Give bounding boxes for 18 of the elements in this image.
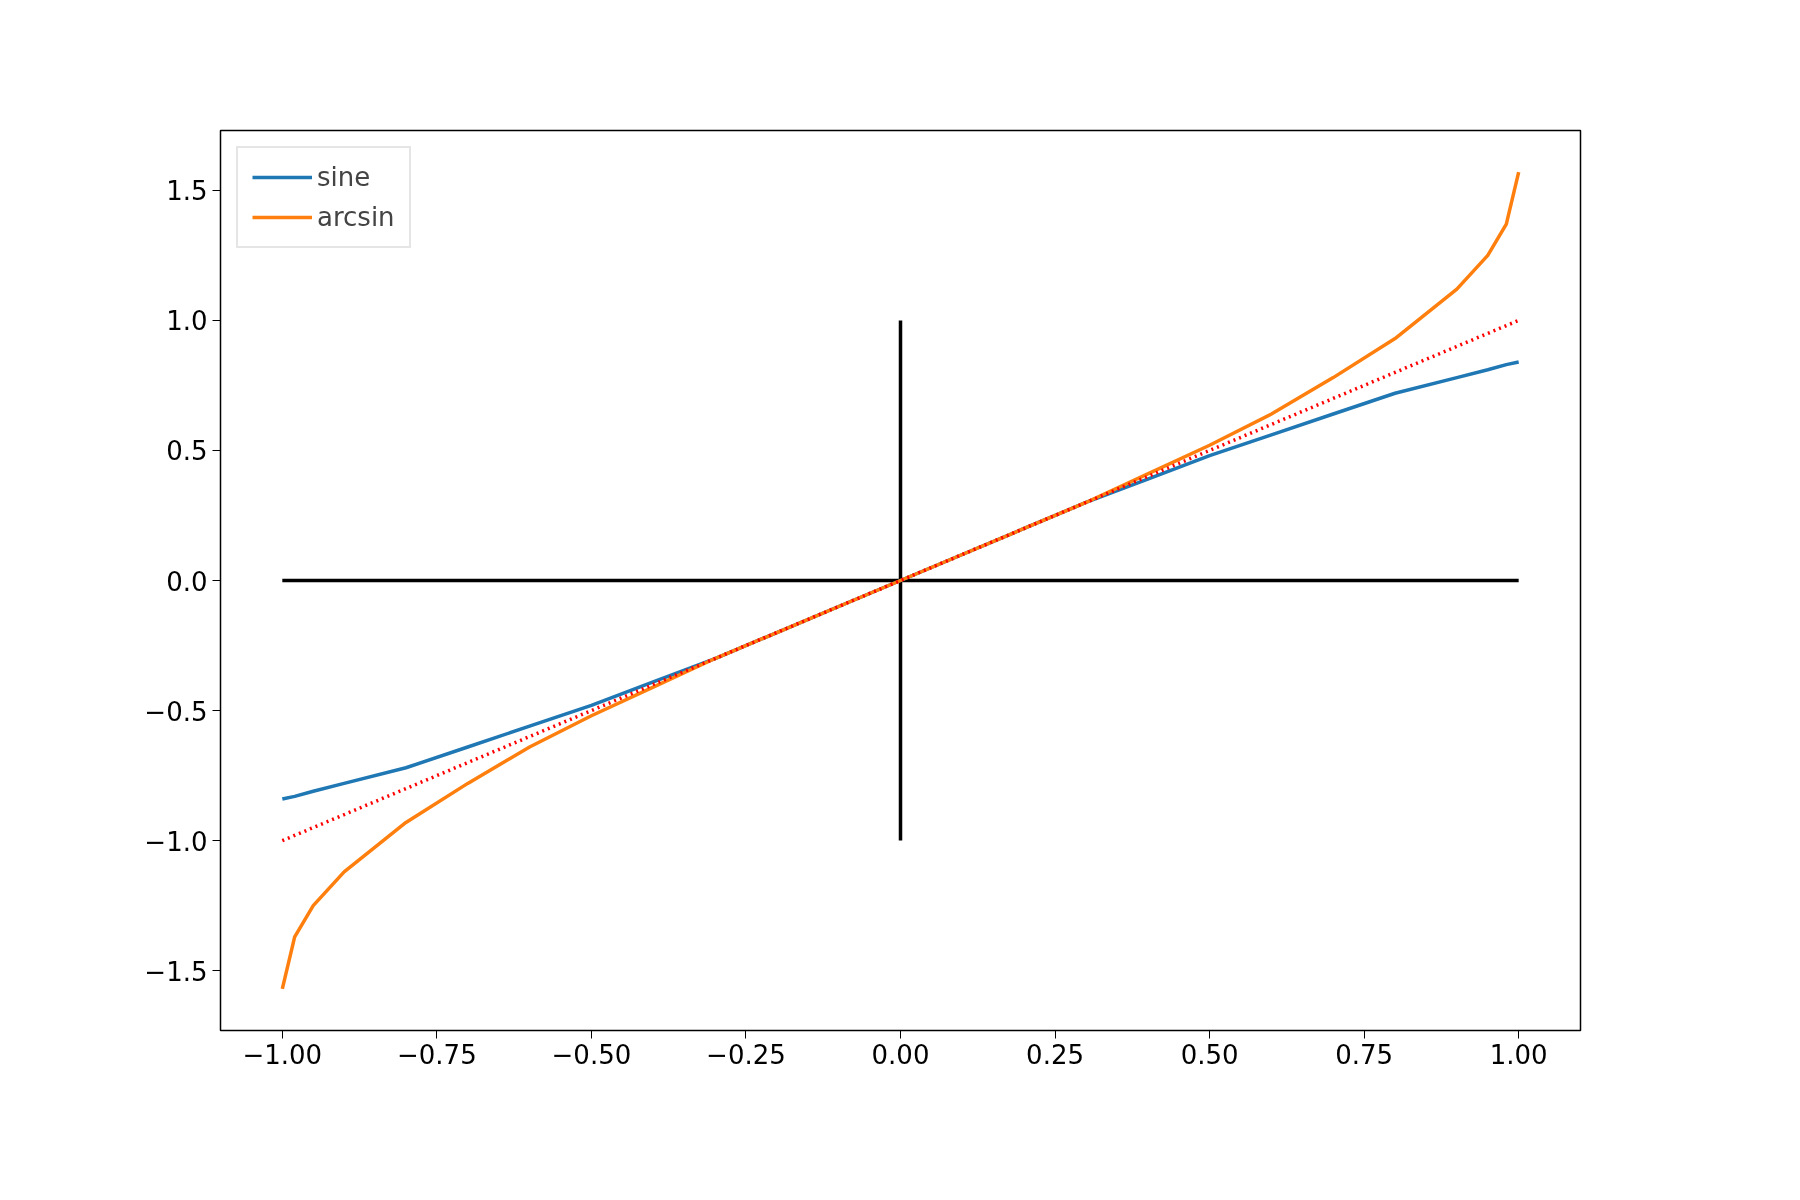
y-tick-label: −1.5 (144, 956, 208, 987)
x-tick-label: 0.75 (1335, 1039, 1394, 1070)
legend-label: arcsin (317, 202, 395, 232)
x-tick-label: −1.00 (242, 1039, 323, 1070)
x-tick-label: 1.00 (1489, 1039, 1548, 1070)
y-tick-label: 1.5 (166, 176, 208, 207)
x-tick-label: 0.50 (1180, 1039, 1239, 1070)
x-tick-label: 0.25 (1026, 1039, 1084, 1070)
x-tick-label: −0.75 (397, 1039, 477, 1070)
x-tick-label: −0.50 (551, 1039, 632, 1070)
y-tick-label: 1.0 (166, 306, 208, 337)
y-tick-label: −1.0 (144, 826, 208, 857)
x-tick-label: −0.25 (706, 1039, 786, 1070)
y-tick-label: 0.0 (166, 566, 208, 597)
y-tick-label: −0.5 (144, 696, 208, 727)
x-tick-label: 0.00 (871, 1039, 930, 1070)
y-tick-label: 0.5 (166, 436, 208, 467)
legend-label: sine (317, 162, 371, 192)
